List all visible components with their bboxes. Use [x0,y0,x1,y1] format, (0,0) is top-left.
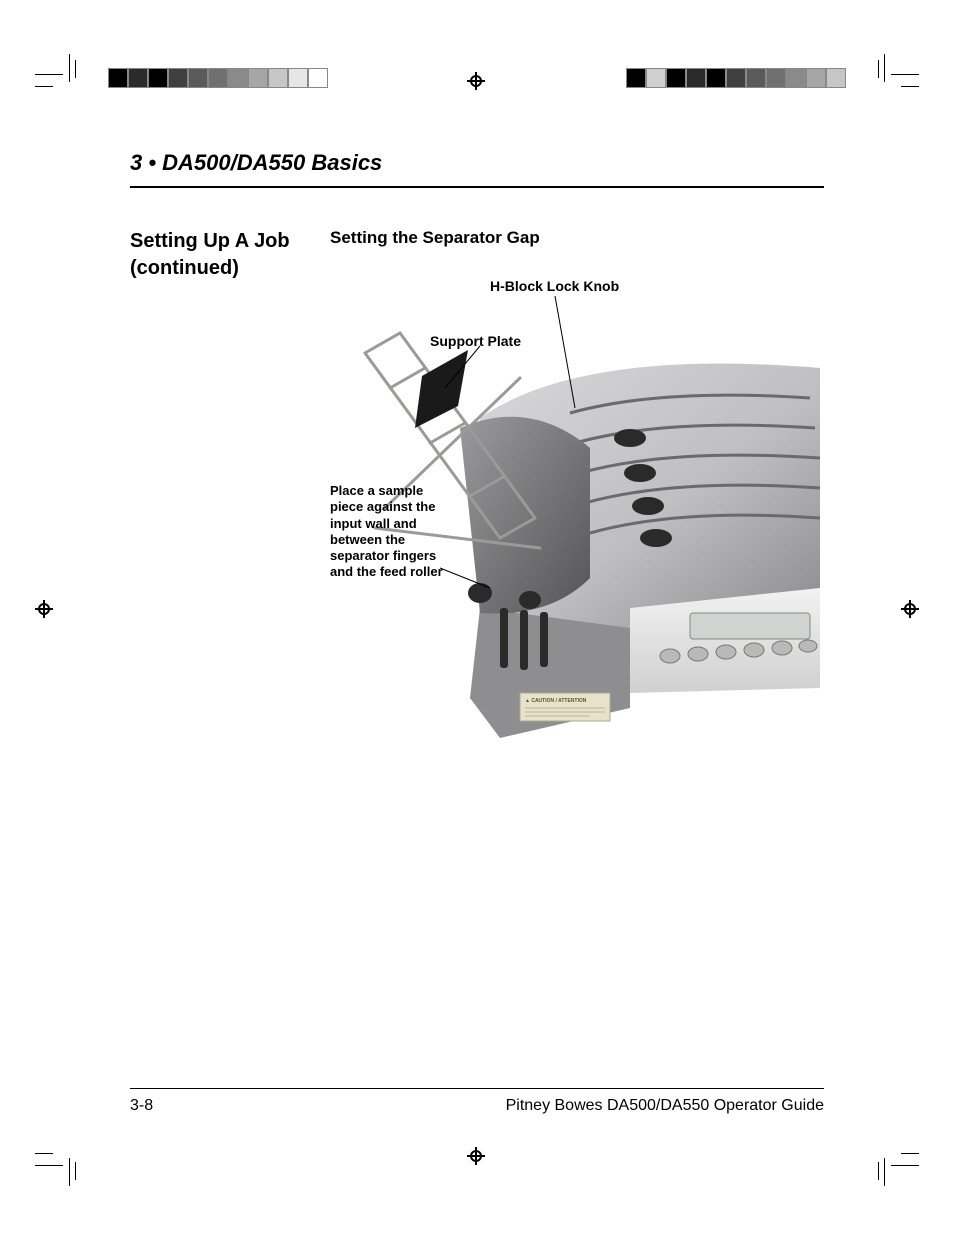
color-swatch [646,68,666,88]
sub-heading: Setting the Separator Gap [330,228,824,248]
registration-mark-top [467,72,485,95]
registration-mark-bottom [467,1147,485,1170]
color-swatch [148,68,168,88]
color-swatch [726,68,746,88]
callout-instruction: Place a sample piece against the input w… [330,483,445,581]
footer-guide-title: Pitney Bowes DA500/DA550 Operator Guide [506,1097,824,1115]
color-swatch [706,68,726,88]
color-swatch [766,68,786,88]
svg-text:▲ CAUTION / ATTENTION: ▲ CAUTION / ATTENTION [525,698,587,704]
color-swatch [108,68,128,88]
chapter-title: 3 • DA500/DA550 Basics [130,150,824,176]
color-swatch [308,68,328,88]
color-calibration-bar-left [108,68,328,88]
color-swatch [188,68,208,88]
main-column: Setting the Separator Gap [330,228,824,748]
callout-hblock-knob: H-Block Lock Knob [490,278,619,296]
color-swatch [626,68,646,88]
crop-mark-top-right [879,60,919,100]
color-swatch [666,68,686,88]
page-footer: 3-8 Pitney Bowes DA500/DA550 Operator Gu… [130,1088,824,1115]
registration-mark-right [901,600,919,623]
diagram-area: ▲ CAUTION / ATTENTION [330,278,820,748]
color-swatch [248,68,268,88]
color-swatch [746,68,766,88]
side-heading: Setting Up A Job (continued) [130,228,300,282]
color-swatch [686,68,706,88]
color-calibration-bar-right [626,68,846,88]
color-swatch [288,68,308,88]
crop-mark-top-left [35,60,75,100]
color-swatch [208,68,228,88]
side-column: Setting Up A Job (continued) [130,228,300,748]
registration-mark-left [35,600,53,623]
page-number: 3-8 [130,1097,153,1115]
callout-support-plate: Support Plate [430,333,521,351]
color-swatch [168,68,188,88]
rule-under-title [130,186,824,188]
color-swatch [806,68,826,88]
color-swatch [268,68,288,88]
crop-mark-bottom-right [879,1140,919,1180]
color-swatch [128,68,148,88]
color-swatch [826,68,846,88]
color-swatch [786,68,806,88]
color-swatch [228,68,248,88]
page-content: 3 • DA500/DA550 Basics Setting Up A Job … [130,150,824,1115]
two-column-layout: Setting Up A Job (continued) Setting the… [130,228,824,748]
crop-mark-bottom-left [35,1140,75,1180]
